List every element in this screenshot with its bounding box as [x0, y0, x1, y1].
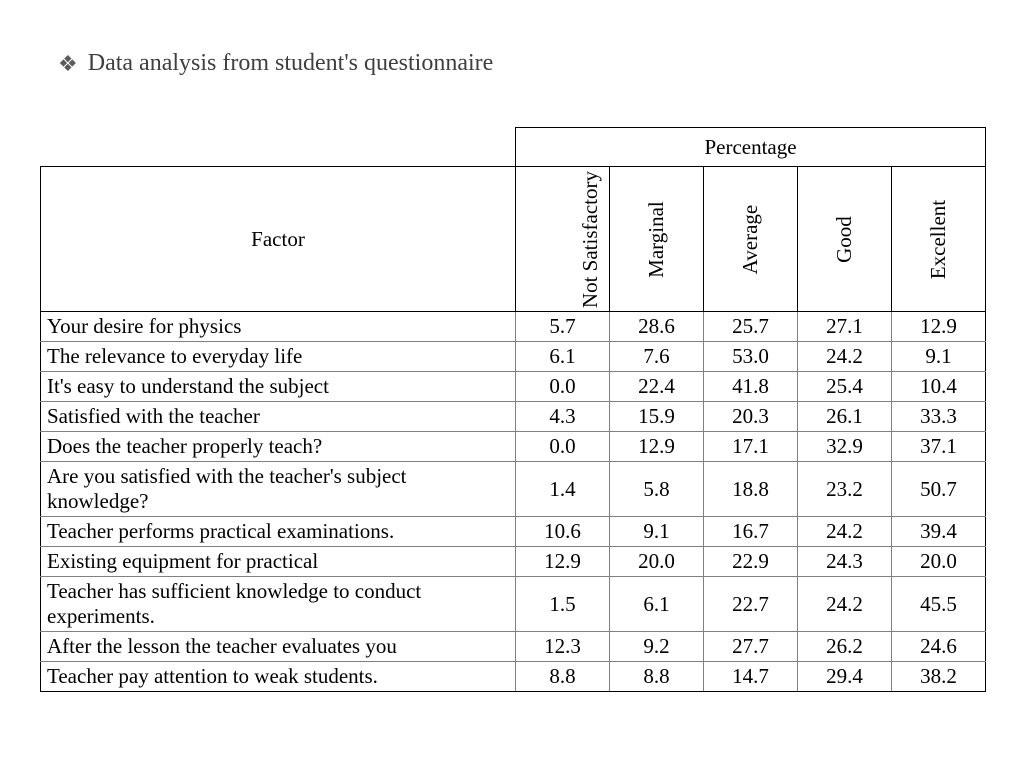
value-cell: 20.3	[704, 402, 798, 432]
value-cell: 0.0	[516, 372, 610, 402]
table-row: The relevance to everyday life6.17.653.0…	[41, 342, 986, 372]
factor-cell: Teacher pay attention to weak students.	[41, 662, 516, 692]
value-cell: 16.7	[704, 517, 798, 547]
value-cell: 26.1	[798, 402, 892, 432]
value-cell: 9.2	[610, 632, 704, 662]
value-cell: 39.4	[892, 517, 986, 547]
factor-cell: The relevance to everyday life	[41, 342, 516, 372]
value-cell: 7.6	[610, 342, 704, 372]
value-cell: 22.4	[610, 372, 704, 402]
table-row: Existing equipment for practical12.920.0…	[41, 547, 986, 577]
value-cell: 28.6	[610, 312, 704, 342]
table-row: Your desire for physics5.728.625.727.112…	[41, 312, 986, 342]
col-header: Good	[798, 167, 892, 312]
col-header: Not Satisfactory	[516, 167, 610, 312]
table-row: Teacher pay attention to weak students.8…	[41, 662, 986, 692]
value-cell: 10.6	[516, 517, 610, 547]
factor-cell: Are you satisfied with the teacher's sub…	[41, 462, 516, 517]
value-cell: 10.4	[892, 372, 986, 402]
table-row: After the lesson the teacher evaluates y…	[41, 632, 986, 662]
value-cell: 41.8	[704, 372, 798, 402]
table-row: Teacher performs practical examinations.…	[41, 517, 986, 547]
value-cell: 33.3	[892, 402, 986, 432]
value-cell: 26.2	[798, 632, 892, 662]
value-cell: 14.7	[704, 662, 798, 692]
value-cell: 22.9	[704, 547, 798, 577]
value-cell: 20.0	[892, 547, 986, 577]
value-cell: 8.8	[610, 662, 704, 692]
value-cell: 6.1	[516, 342, 610, 372]
value-cell: 37.1	[892, 432, 986, 462]
col-header: Marginal	[610, 167, 704, 312]
factor-cell: Existing equipment for practical	[41, 547, 516, 577]
value-cell: 0.0	[516, 432, 610, 462]
factor-cell: Satisfied with the teacher	[41, 402, 516, 432]
page-title: ❖ Data analysis from student's questionn…	[40, 50, 984, 77]
blank-corner	[41, 128, 516, 167]
factor-cell: Teacher has sufficient knowledge to cond…	[41, 577, 516, 632]
table-row: It's easy to understand the subject0.022…	[41, 372, 986, 402]
factor-header: Factor	[41, 167, 516, 312]
value-cell: 9.1	[610, 517, 704, 547]
col-header: Average	[704, 167, 798, 312]
value-cell: 1.4	[516, 462, 610, 517]
value-cell: 24.2	[798, 517, 892, 547]
title-text: Data analysis from student's questionnai…	[88, 50, 494, 77]
factor-cell: Teacher performs practical examinations.	[41, 517, 516, 547]
table-row: Teacher has sufficient knowledge to cond…	[41, 577, 986, 632]
value-cell: 24.3	[798, 547, 892, 577]
questionnaire-table: Percentage Factor Not Satisfactory Margi…	[40, 127, 986, 692]
factor-cell: Does the teacher properly teach?	[41, 432, 516, 462]
value-cell: 15.9	[610, 402, 704, 432]
value-cell: 23.2	[798, 462, 892, 517]
table-body: Your desire for physics5.728.625.727.112…	[41, 312, 986, 692]
table-row: Are you satisfied with the teacher's sub…	[41, 462, 986, 517]
factor-cell: Your desire for physics	[41, 312, 516, 342]
bullet-icon: ❖	[58, 53, 78, 75]
value-cell: 17.1	[704, 432, 798, 462]
value-cell: 53.0	[704, 342, 798, 372]
value-cell: 12.9	[610, 432, 704, 462]
value-cell: 4.3	[516, 402, 610, 432]
value-cell: 45.5	[892, 577, 986, 632]
value-cell: 38.2	[892, 662, 986, 692]
value-cell: 27.7	[704, 632, 798, 662]
value-cell: 6.1	[610, 577, 704, 632]
factor-cell: It's easy to understand the subject	[41, 372, 516, 402]
value-cell: 12.9	[516, 547, 610, 577]
value-cell: 25.4	[798, 372, 892, 402]
value-cell: 5.8	[610, 462, 704, 517]
value-cell: 50.7	[892, 462, 986, 517]
value-cell: 9.1	[892, 342, 986, 372]
table-row: Does the teacher properly teach?0.012.91…	[41, 432, 986, 462]
value-cell: 5.7	[516, 312, 610, 342]
group-header: Percentage	[516, 128, 986, 167]
table-row: Satisfied with the teacher4.315.920.326.…	[41, 402, 986, 432]
value-cell: 29.4	[798, 662, 892, 692]
value-cell: 18.8	[704, 462, 798, 517]
col-header: Excellent	[892, 167, 986, 312]
factor-cell: After the lesson the teacher evaluates y…	[41, 632, 516, 662]
value-cell: 32.9	[798, 432, 892, 462]
value-cell: 8.8	[516, 662, 610, 692]
value-cell: 24.6	[892, 632, 986, 662]
value-cell: 12.9	[892, 312, 986, 342]
value-cell: 24.2	[798, 577, 892, 632]
value-cell: 24.2	[798, 342, 892, 372]
value-cell: 12.3	[516, 632, 610, 662]
value-cell: 27.1	[798, 312, 892, 342]
value-cell: 25.7	[704, 312, 798, 342]
value-cell: 1.5	[516, 577, 610, 632]
value-cell: 22.7	[704, 577, 798, 632]
value-cell: 20.0	[610, 547, 704, 577]
